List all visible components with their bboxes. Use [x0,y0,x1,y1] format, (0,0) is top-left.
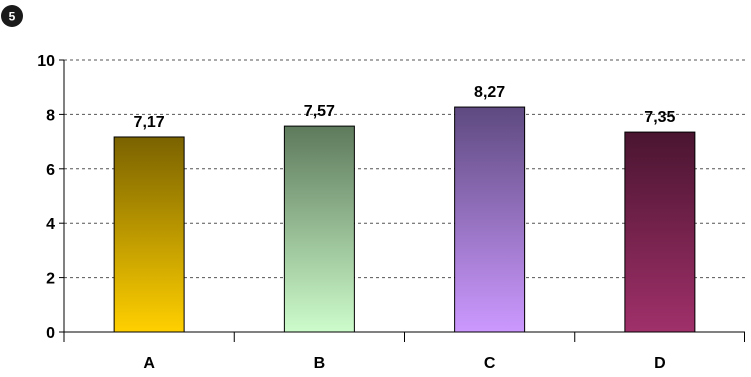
y-axis-ticks: 0 2 4 6 8 10 [37,53,64,342]
axes [63,60,745,342]
y-tick-label: 2 [46,271,55,288]
data-label: 8,27 [474,84,505,101]
y-tick-label: 4 [46,216,55,233]
y-tick-label: 6 [46,162,55,179]
x-category-label: B [314,355,326,372]
data-label: 7,57 [304,103,335,120]
bars [113,106,696,333]
bar-a [113,136,185,333]
y-tick-label: 10 [37,53,55,70]
x-axis-labels: A B C D [143,355,665,372]
data-labels: 7,17 7,57 8,27 7,35 [134,84,676,131]
bar-c [454,106,526,333]
badge-number: 5 [9,10,16,24]
bar-d [624,131,696,333]
badge-circle [1,5,23,27]
chart-badge: 5 [1,5,23,27]
data-label: 7,17 [134,114,165,131]
y-tick-label: 0 [46,325,55,342]
x-category-label: C [484,355,496,372]
x-category-label: D [654,355,666,372]
x-category-label: A [143,355,155,372]
y-tick-label: 8 [46,107,55,124]
bar-b [283,125,355,333]
data-label: 7,35 [644,109,675,126]
